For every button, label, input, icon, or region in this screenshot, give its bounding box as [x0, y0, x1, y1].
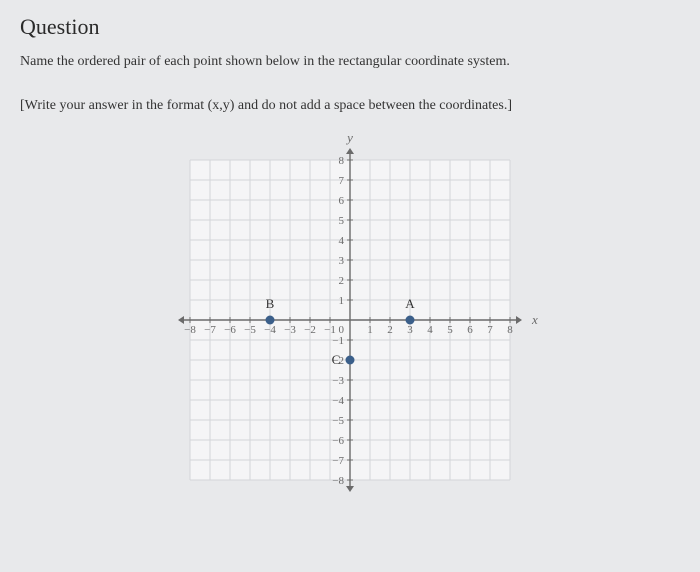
svg-text:6: 6: [467, 324, 473, 336]
svg-text:8: 8: [339, 155, 345, 167]
svg-text:4: 4: [339, 235, 345, 247]
svg-text:−8: −8: [332, 475, 344, 487]
svg-text:−3: −3: [332, 375, 344, 387]
svg-text:6: 6: [339, 195, 345, 207]
coordinate-chart: −8−7−6−5−4−3−2−112345678−8−7−6−5−4−3−2−1…: [150, 132, 550, 512]
svg-text:0: 0: [339, 324, 345, 336]
svg-text:2: 2: [387, 324, 393, 336]
svg-text:−4: −4: [332, 395, 344, 407]
coordinate-chart-container: −8−7−6−5−4−3−2−112345678−8−7−6−5−4−3−2−1…: [20, 132, 680, 512]
svg-text:−8: −8: [184, 324, 196, 336]
svg-text:3: 3: [407, 324, 413, 336]
svg-text:−7: −7: [332, 455, 344, 467]
x-axis-label: x: [531, 312, 538, 327]
question-prompt: Name the ordered pair of each point show…: [20, 54, 680, 70]
svg-text:3: 3: [339, 255, 345, 267]
svg-text:−1: −1: [332, 335, 344, 347]
svg-text:1: 1: [367, 324, 373, 336]
point-label-C: C: [332, 352, 341, 367]
point-A: [406, 316, 415, 325]
svg-text:−2: −2: [304, 324, 316, 336]
answer-format-instruction: [Write your answer in the format (x,y) a…: [20, 98, 680, 114]
point-label-A: A: [405, 296, 415, 311]
svg-text:5: 5: [447, 324, 453, 336]
svg-text:5: 5: [339, 215, 345, 227]
svg-text:7: 7: [339, 175, 345, 187]
point-label-B: B: [266, 296, 275, 311]
svg-text:−3: −3: [284, 324, 296, 336]
svg-text:1: 1: [339, 295, 345, 307]
svg-text:7: 7: [487, 324, 493, 336]
svg-text:−5: −5: [332, 415, 344, 427]
svg-text:−6: −6: [332, 435, 344, 447]
svg-text:4: 4: [427, 324, 433, 336]
svg-text:−5: −5: [244, 324, 256, 336]
y-axis-label: y: [345, 132, 353, 145]
point-C: [346, 356, 355, 365]
svg-text:8: 8: [507, 324, 513, 336]
svg-text:−6: −6: [224, 324, 236, 336]
question-heading: Question: [20, 14, 680, 40]
svg-text:2: 2: [339, 275, 345, 287]
svg-text:−4: −4: [264, 324, 276, 336]
svg-text:−7: −7: [204, 324, 216, 336]
point-B: [266, 316, 275, 325]
